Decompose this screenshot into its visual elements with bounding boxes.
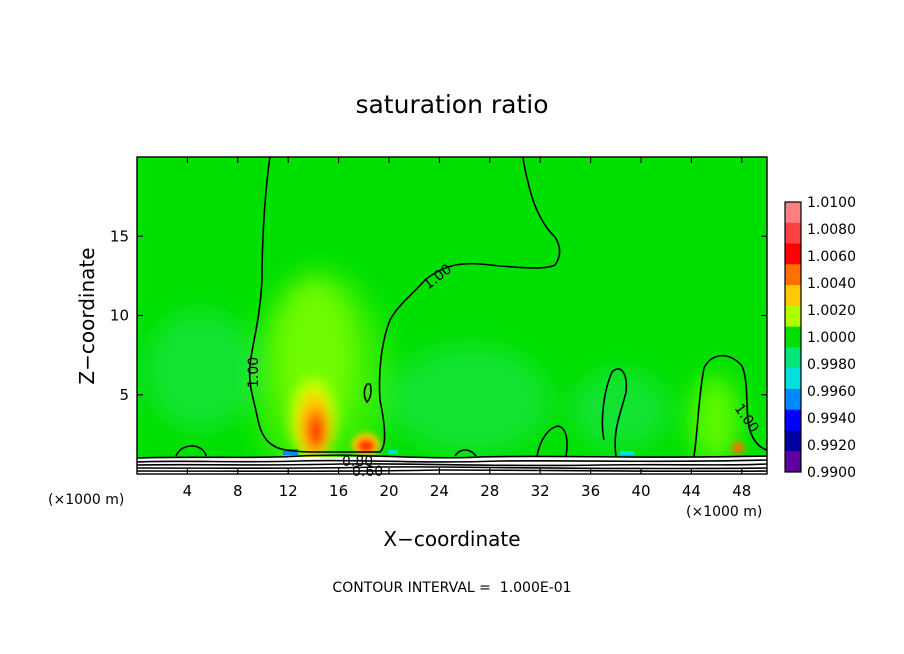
x-tick-label: 32 [531,482,550,500]
contour-1.00-bump-west [175,445,207,457]
contour-1.00-bump-mid [454,449,477,457]
x-tick-label: 12 [279,482,298,500]
colorbar-swatch [785,430,801,452]
x-tick-label: 4 [183,482,193,500]
colorbar-label: 1.0100 [807,195,856,211]
colorbar-swatch [785,202,801,224]
moist-regions [145,270,740,474]
contour-low-2 [137,459,767,463]
x-axis: 4 8 12 16 20 24 28 32 36 40 44 48 [183,157,751,500]
colorbar-swatch [785,368,801,390]
heatmap-field [137,157,767,474]
contour-lines [137,157,767,473]
x-tick-label: 48 [732,482,751,500]
x-tick-label: 24 [430,482,449,500]
contour-1.00-main [248,157,561,453]
contour-interval-note: CONTOUR INTERVAL = 1.000E-01 [332,580,571,596]
colorbar-label: 1.0040 [807,276,856,292]
contour-1.00-small [363,383,372,404]
y-tick-label: 10 [110,307,129,325]
colorbar-label: 0.9920 [807,438,856,454]
colorbar-label: 1.0020 [807,303,856,319]
colorbar-label: 1.0060 [807,249,856,265]
x-tick-label: 40 [631,482,650,500]
colorbar-frame [784,201,802,473]
colorbar-swatch [785,451,801,473]
local-max-east [732,442,744,454]
contour-1.00-east-c [693,354,767,457]
x-tick-label: 16 [329,482,348,500]
contour-label-low-080: 0.80 [342,454,373,470]
colorbar-swatch [785,305,801,328]
y-tick-label: 15 [110,227,129,245]
x-tick-label: 8 [233,482,243,500]
x-axis-label: X−coordinate [383,527,520,551]
contour-1.00-east-a [536,425,568,457]
x-tick-label: 28 [480,482,499,500]
x-tick-label: 20 [379,482,398,500]
colorbar-swatch [785,243,801,265]
x-unit-label-left: (×1000 m) [48,492,124,508]
colorbar-swatch [785,222,801,245]
x-unit-label-right: (×1000 m) [686,504,762,520]
colorbar-label: 0.9900 [807,465,856,481]
colorbar-label: 1.0000 [807,330,856,346]
colorbar-label: 0.9980 [807,357,856,373]
contour-label-left: 1.00 [246,357,262,388]
colorbar-swatch [785,388,801,411]
updraft-max-left [291,378,335,462]
y-axis-label: Z−coordinate [75,247,99,384]
colorbar-swatch [785,285,801,307]
colorbar-swatch [785,347,801,369]
x-tick-label: 36 [581,482,600,500]
contour-low-5 [137,469,767,473]
colorbar-label: 0.9940 [807,411,856,427]
contour-low-3 [137,463,767,467]
colorbar: 1.0100 1.0080 1.0060 1.0040 1.0020 1.0000 0.99… [784,195,856,481]
contour-low-4 [137,466,767,470]
chart-title: saturation ratio [355,90,548,119]
y-tick-label: 5 [119,386,129,404]
colorbar-label: 1.0080 [807,222,856,238]
colorbar-label: 0.9960 [807,384,856,400]
colorbar-swatch [785,409,801,431]
colorbar-swatch [785,264,801,286]
updraft-max-right [352,433,380,457]
contour-label-low-060: 0.60 [352,464,383,480]
x-tick-label: 44 [682,482,701,500]
contour-1.00-east-b [601,368,628,457]
colorbar-swatch [785,326,801,348]
contour-low-1 [137,454,767,459]
y-axis: 5 10 15 [110,227,767,404]
